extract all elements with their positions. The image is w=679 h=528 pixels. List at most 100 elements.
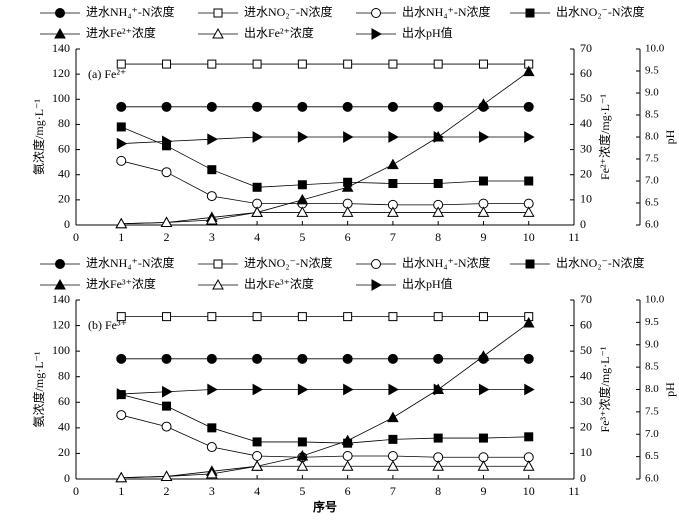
data-point	[116, 388, 128, 400]
data-point	[115, 471, 128, 483]
data-point	[297, 383, 309, 396]
x-tick-label: 10	[523, 484, 535, 498]
data-point	[161, 421, 172, 432]
data-point	[207, 423, 217, 433]
data-point	[388, 312, 398, 322]
legend-marker	[525, 8, 535, 18]
y2-tick-label: 50	[580, 91, 592, 105]
y2-tick-label: 0	[580, 471, 586, 485]
data-point	[387, 158, 399, 170]
series-line	[121, 322, 529, 479]
legend-label: 进水NO₂⁻-N浓度	[244, 255, 333, 270]
y3-tick-label: 9.5	[645, 65, 659, 77]
data-point	[343, 59, 353, 69]
data-point	[162, 385, 173, 398]
data-point	[205, 213, 218, 225]
data-point	[297, 312, 307, 322]
x-axis-title: 序号	[313, 499, 337, 514]
legend-label: 出水NH₄⁺-N浓度	[402, 255, 491, 270]
y2-tick-label: 10	[580, 192, 592, 206]
x-tick-label: 0	[73, 484, 79, 498]
y3-tick-label: 10.0	[645, 43, 665, 55]
data-point	[478, 383, 490, 396]
data-point	[252, 437, 262, 447]
data-point	[477, 350, 490, 361]
data-point	[251, 460, 263, 471]
x-tick-label: 4	[254, 484, 260, 498]
legend-marker	[213, 8, 223, 18]
y2-tick-label: 60	[580, 317, 592, 331]
y3-tick-label: 9.5	[645, 316, 659, 328]
data-point	[162, 59, 172, 69]
legend-marker	[54, 27, 66, 39]
legend-marker	[55, 8, 65, 18]
y2-tick-label: 10	[580, 445, 592, 459]
legend-marker	[371, 259, 381, 269]
data-point	[388, 131, 399, 143]
data-point	[433, 59, 443, 69]
x-tick-label: 1	[118, 230, 124, 244]
y3-tick-label: 6.0	[645, 473, 659, 485]
y3-tick-label: 6.5	[645, 450, 659, 462]
legend-label: 进水Fe²⁺浓度	[86, 25, 156, 40]
data-point	[297, 59, 307, 69]
data-point	[433, 433, 443, 443]
data-point	[343, 383, 354, 396]
data-point	[388, 434, 398, 444]
y3-tick-label: 9.0	[645, 87, 659, 99]
x-tick-label: 3	[209, 484, 215, 498]
y-tick-label: 140	[52, 41, 70, 55]
x-tick-label: 8	[435, 230, 441, 244]
data-point	[206, 101, 217, 112]
x-tick-label: 2	[164, 230, 170, 244]
legend-label: 出水NO₂⁻-N浓度	[556, 255, 645, 270]
y-tick-label: 120	[52, 66, 70, 80]
y-tick-label: 140	[52, 292, 70, 306]
y2-axis-title: Fe²⁺浓度/mg·L⁻¹	[597, 94, 612, 180]
data-point	[162, 135, 173, 148]
y2-tick-label: 50	[580, 343, 592, 357]
legend-label: 出水Fe²⁺浓度	[244, 25, 314, 40]
y2-axis-title: Fe³⁺浓度/mg·L⁻¹	[597, 346, 612, 432]
x-tick-label: 2	[164, 484, 170, 498]
y-tick-label: 20	[58, 192, 70, 206]
data-point	[524, 383, 535, 396]
y-axis-title: 氨浓度/mg·L⁻¹	[31, 351, 46, 427]
legend-marker	[371, 28, 383, 40]
data-point	[297, 353, 308, 364]
y3-tick-label: 7.5	[645, 405, 659, 417]
data-point	[116, 137, 128, 150]
y2-tick-label: 40	[580, 368, 592, 382]
data-point	[252, 182, 262, 192]
data-point	[522, 65, 535, 77]
data-point	[522, 460, 535, 471]
y-tick-label: 0	[64, 471, 70, 485]
data-point	[342, 101, 353, 112]
y-axis-title: 氨浓度/mg·L⁻¹	[31, 99, 46, 175]
data-point	[433, 179, 443, 189]
data-point	[432, 206, 445, 217]
x-tick-label: 5	[299, 484, 305, 498]
y3-tick-label: 6.0	[645, 219, 659, 231]
data-point	[206, 353, 217, 364]
data-point	[297, 131, 309, 143]
data-point	[116, 122, 126, 132]
data-point	[116, 353, 127, 364]
y2-tick-label: 0	[580, 217, 586, 231]
y-tick-label: 60	[58, 141, 70, 155]
data-point	[387, 353, 398, 364]
data-point	[342, 353, 353, 364]
data-point	[478, 176, 488, 186]
y2-tick-label: 20	[580, 420, 592, 434]
data-point	[433, 353, 444, 364]
y3-tick-label: 9.0	[645, 338, 659, 350]
data-point	[341, 460, 354, 471]
data-point	[252, 101, 263, 112]
y-tick-label: 100	[52, 91, 70, 105]
data-point	[343, 131, 354, 143]
panel-label: (b) Fe³⁺	[88, 318, 127, 332]
data-point	[297, 101, 308, 112]
x-tick-label: 0	[73, 230, 79, 244]
data-point	[432, 460, 445, 471]
y3-tick-label: 8.5	[645, 109, 659, 121]
